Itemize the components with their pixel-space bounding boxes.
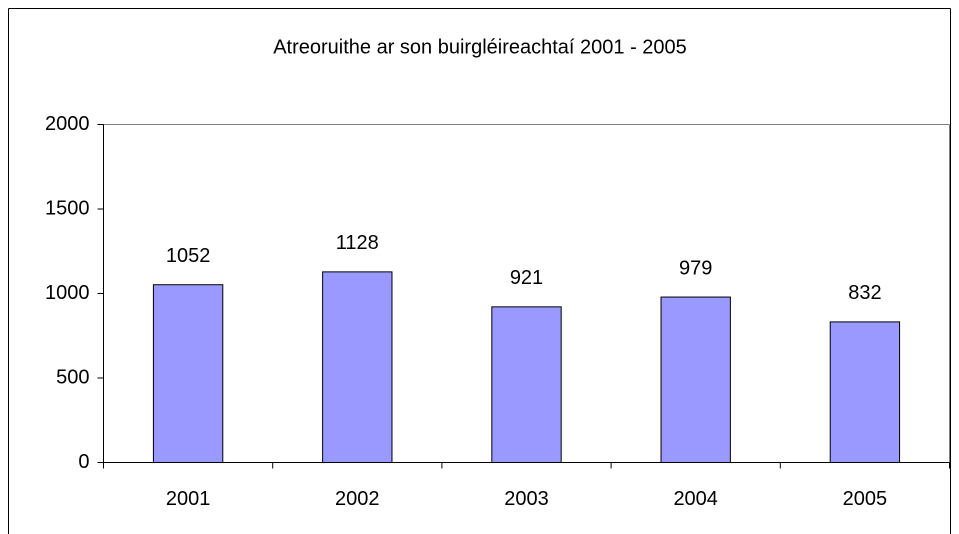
- y-tick-label: 1500: [45, 197, 90, 219]
- bar: [491, 306, 562, 464]
- data-label: 979: [679, 257, 712, 279]
- y-tick-label: 500: [56, 366, 89, 388]
- bar: [660, 296, 731, 464]
- data-label: 1128: [336, 232, 379, 254]
- data-label: 832: [848, 282, 881, 304]
- bar: [322, 271, 393, 464]
- x-tick-label: 2001: [166, 488, 211, 510]
- y-tick-label: 0: [78, 451, 89, 473]
- y-tick-label: 1000: [45, 282, 90, 304]
- x-tick-label: 2002: [335, 488, 380, 510]
- bar: [152, 284, 224, 463]
- bar: [829, 321, 901, 463]
- y-tick-label: 2000: [45, 113, 90, 135]
- chart-title: Atreoruithe ar son buirgléireachtaí 2001…: [273, 36, 687, 58]
- data-label: 921: [510, 267, 543, 289]
- data-label: 1052: [166, 245, 211, 267]
- x-tick-label: 2003: [504, 488, 549, 510]
- x-tick-label: 2004: [673, 488, 718, 510]
- x-tick-label: 2005: [843, 488, 888, 510]
